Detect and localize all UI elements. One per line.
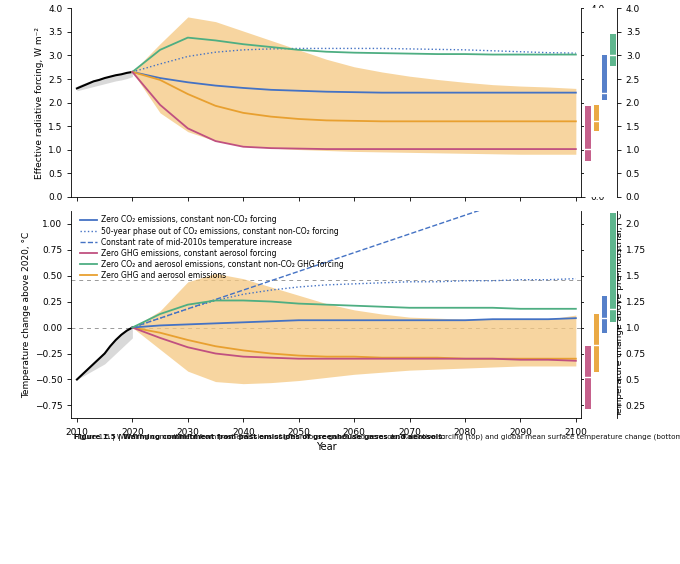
Bar — [585, 346, 591, 408]
X-axis label: Year: Year — [316, 211, 337, 221]
Bar — [594, 314, 599, 372]
Y-axis label: Temperature change above pre-industrial, °C: Temperature change above pre-industrial,… — [615, 213, 624, 417]
Text: Figure 1.5 | Warming commitment from past emissions of greenhouse gases and aero: Figure 1.5 | Warming commitment from pas… — [74, 434, 445, 440]
Bar — [610, 34, 615, 66]
Bar — [602, 296, 607, 333]
Y-axis label: Effective radiative forcing, W m⁻²: Effective radiative forcing, W m⁻² — [35, 27, 44, 179]
Bar — [585, 106, 591, 161]
Legend: Zero CO₂ emissions, constant non-CO₂ forcing, 50-year phase out of CO₂ emissions: Zero CO₂ emissions, constant non-CO₂ for… — [80, 215, 343, 280]
Bar — [594, 105, 599, 131]
X-axis label: Year: Year — [316, 442, 337, 452]
Bar — [602, 55, 607, 100]
Y-axis label: Temperature change above 2020, °C: Temperature change above 2020, °C — [22, 231, 31, 398]
Text: Figure 1.5 | Warming commitment from past emissions of greenhouse gases and aero: Figure 1.5 | Warming commitment from pas… — [74, 434, 680, 442]
Bar — [610, 213, 615, 322]
